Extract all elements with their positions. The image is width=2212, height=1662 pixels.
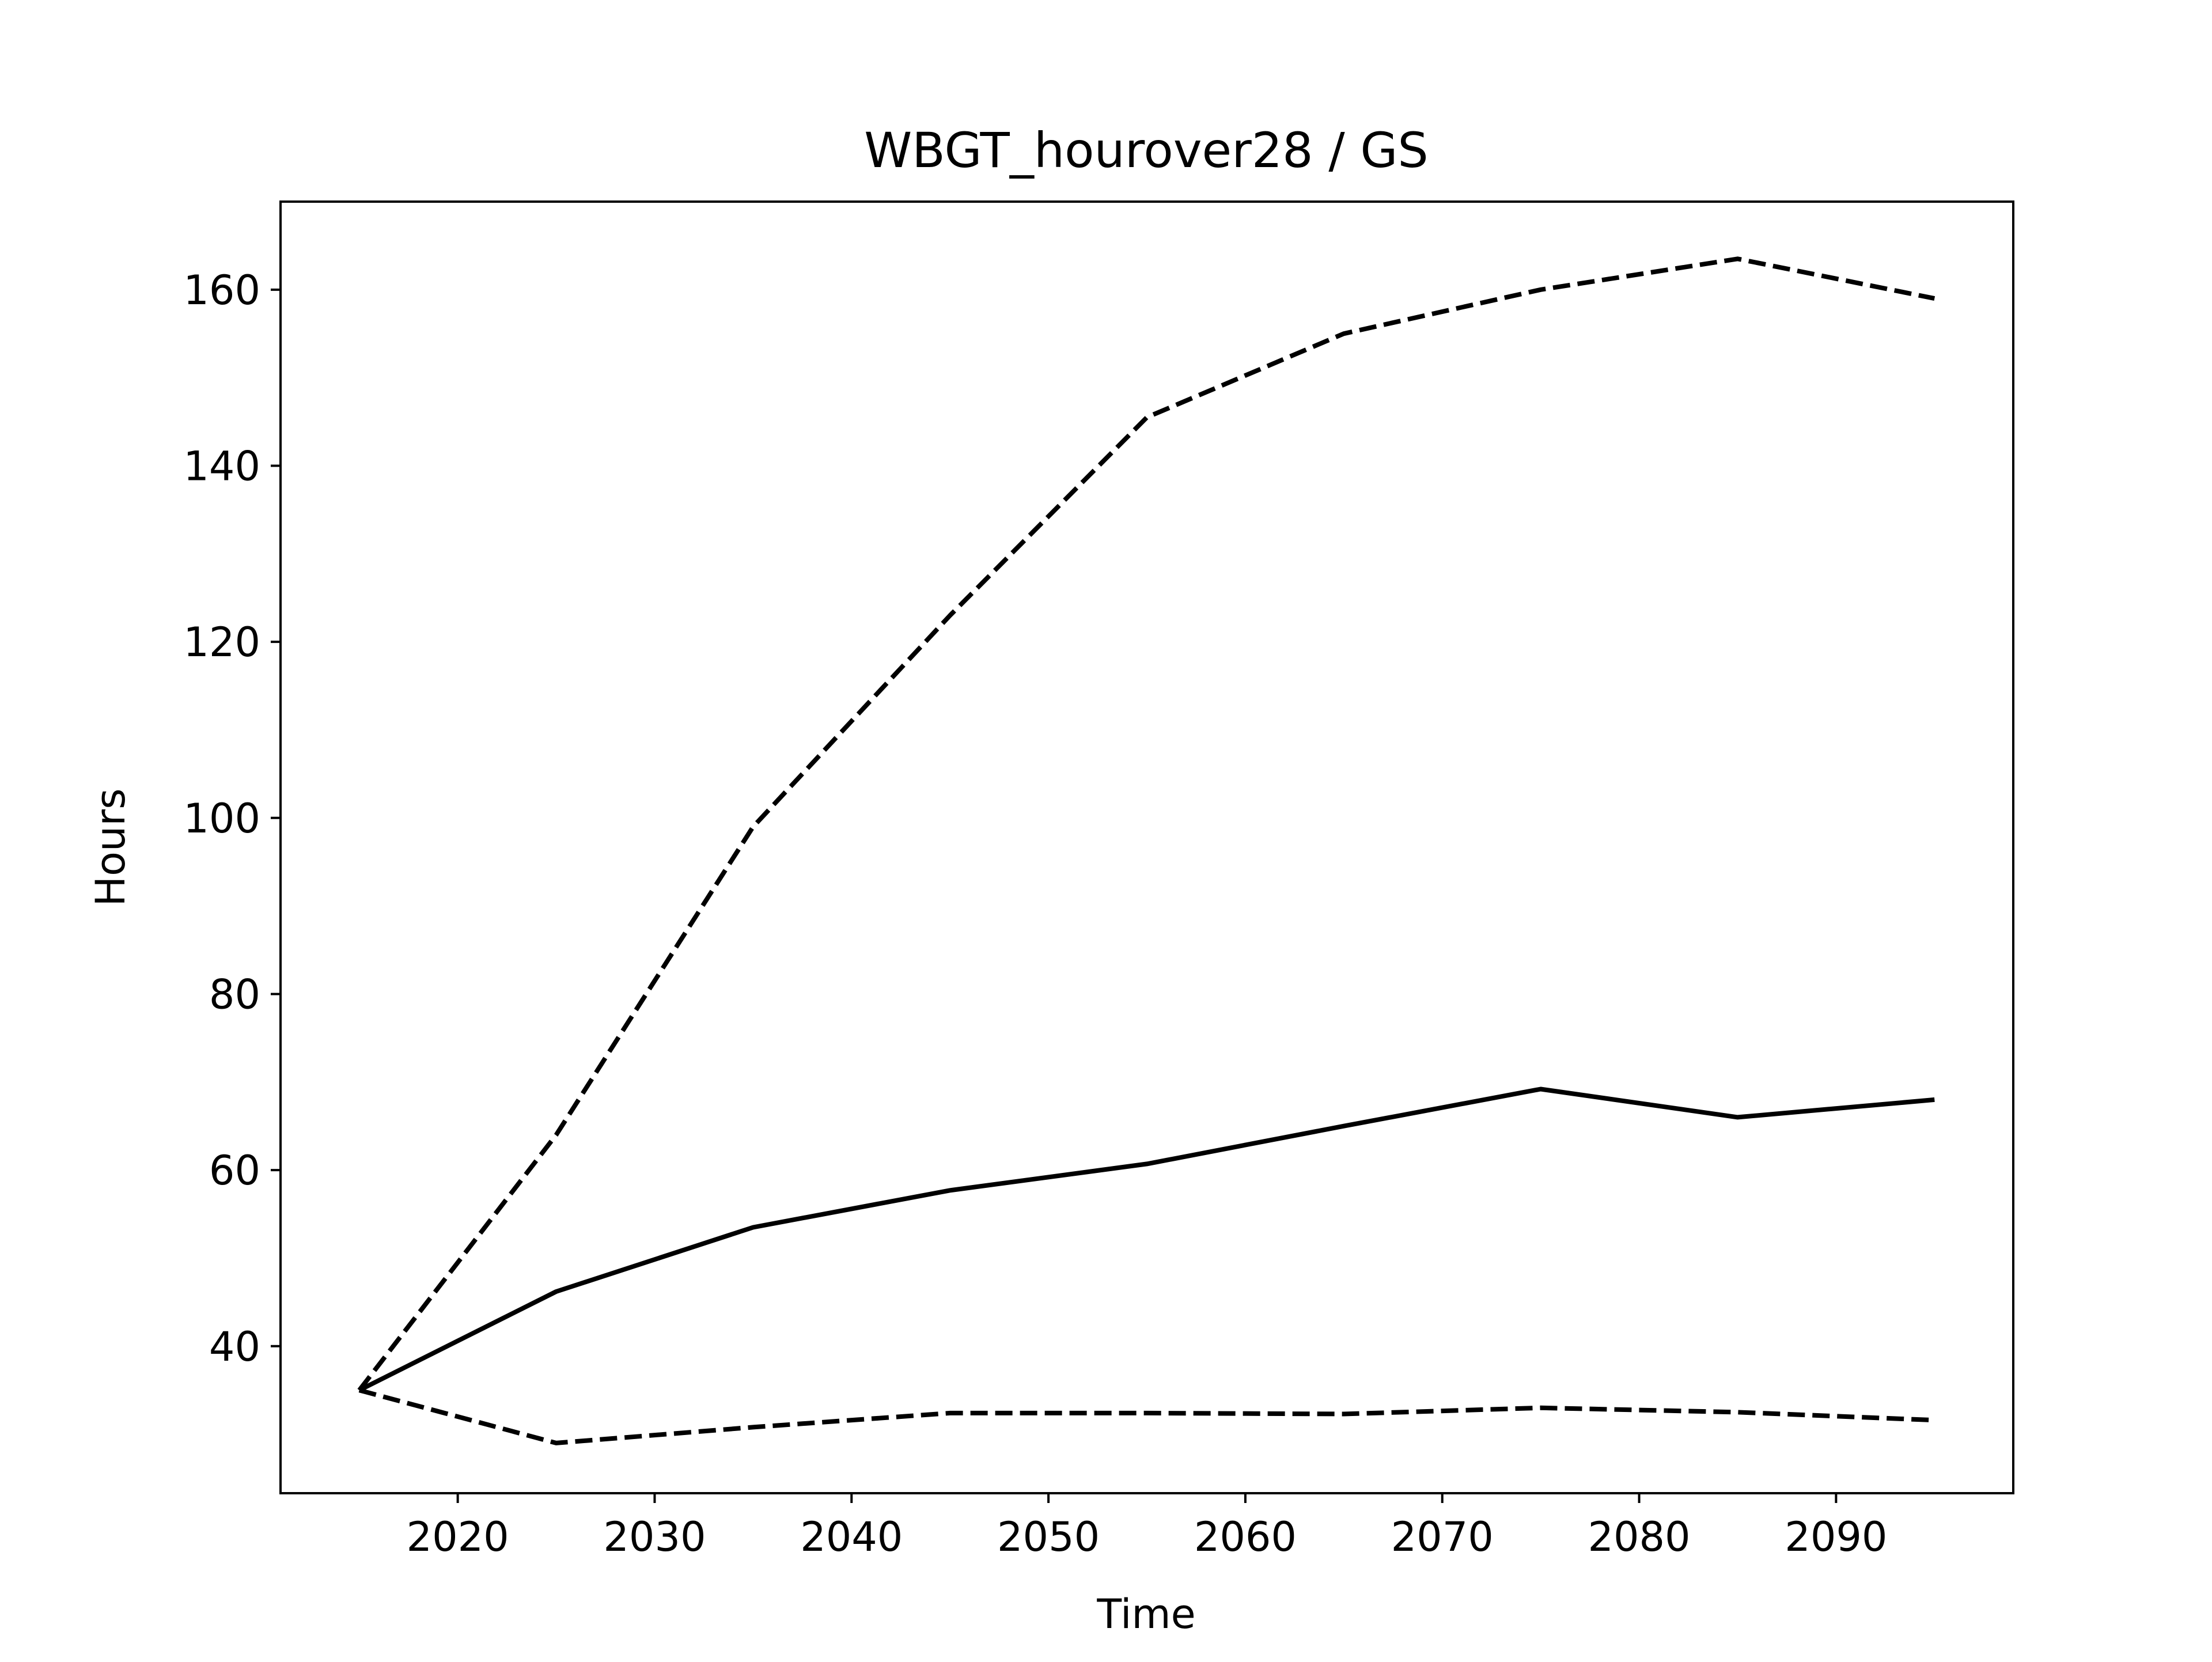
x-tick-label: 2030 [603, 1513, 706, 1561]
x-axis: 2020 2030 2040 2050 2060 2070 2080 2090 [407, 1493, 1887, 1561]
x-tick-label: 2060 [1194, 1513, 1297, 1561]
series-layer [357, 256, 1936, 1445]
y-tick-label: 120 [183, 619, 260, 666]
series-line-3 [358, 1388, 1935, 1445]
chart-title: WBGT_hourover28 / GS [864, 122, 1429, 179]
x-tick-label: 2090 [1785, 1513, 1887, 1561]
x-tick-label: 2050 [997, 1513, 1100, 1561]
y-tick-label: 60 [209, 1147, 260, 1194]
y-axis-label: Hours [87, 788, 134, 906]
x-tick-label: 2020 [407, 1513, 509, 1561]
x-axis-label: Time [1096, 1591, 1195, 1638]
y-tick-label: 40 [209, 1323, 260, 1371]
x-tick-label: 2070 [1391, 1513, 1494, 1561]
x-tick-label: 2080 [1588, 1513, 1690, 1561]
series-line-1 [358, 1086, 1935, 1392]
axes-frame [279, 200, 2014, 1494]
y-tick-label: 160 [183, 267, 260, 314]
series-line-2 [357, 256, 1936, 1392]
y-tick-label: 80 [209, 971, 260, 1018]
x-tick-label: 2040 [800, 1513, 903, 1561]
y-tick-label: 100 [183, 795, 260, 842]
y-axis: 40 60 80 100 120 140 160 [183, 267, 281, 1371]
y-tick-label: 140 [183, 442, 260, 490]
